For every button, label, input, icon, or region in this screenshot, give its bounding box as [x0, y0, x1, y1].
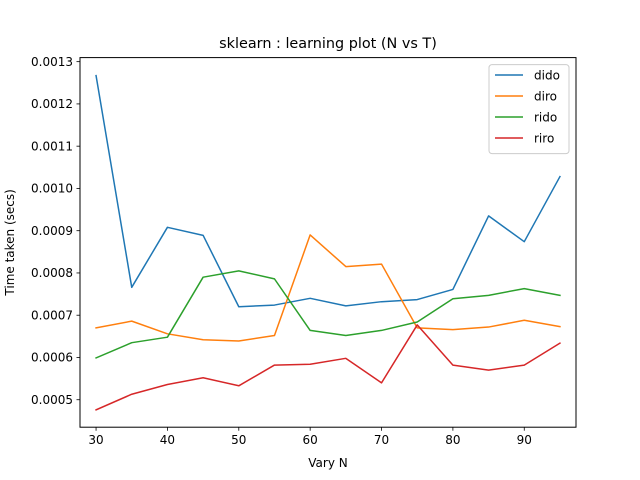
chart-title: sklearn : learning plot (N vs T)	[219, 36, 437, 52]
axes-frame	[79, 57, 577, 428]
series-line-riro	[95, 324, 561, 411]
x-tick-label: 30	[88, 433, 103, 447]
x-tick-label: 70	[374, 433, 389, 447]
series-line-dido	[95, 74, 561, 308]
x-axis-title: Vary N	[308, 456, 347, 470]
plot-area	[79, 57, 577, 428]
y-tick-label: 0.0005	[31, 393, 73, 407]
x-tick-label: 60	[303, 433, 318, 447]
y-axis-title: Time taken (secs)	[3, 189, 17, 296]
y-tick-label: 0.0012	[31, 97, 73, 111]
y-tick-label: 0.0011	[31, 139, 73, 153]
legend-label-riro: riro	[534, 131, 554, 145]
legend-label-diro: diro	[534, 89, 557, 103]
y-tick-label: 0.0006	[31, 351, 73, 365]
legend-label-dido: dido	[534, 68, 560, 82]
x-tick-label: 40	[160, 433, 175, 447]
y-axis-ticks: 0.0005 0.0006 0.0007 0.0008 0.0009 0.0010 0.00…	[31, 55, 80, 407]
x-axis-ticks: 30 40 50 60 70 80 90	[88, 427, 532, 447]
y-tick-label: 0.0007	[31, 308, 73, 322]
x-tick-label: 80	[445, 433, 460, 447]
y-tick-label: 0.0008	[31, 266, 73, 280]
series-layer	[95, 74, 561, 411]
y-tick-label: 0.0010	[31, 182, 73, 196]
y-tick-label: 0.0009	[31, 224, 73, 238]
x-tick-label: 50	[231, 433, 246, 447]
legend: dido diro rido riro	[488, 64, 570, 155]
y-tick-label: 0.0013	[31, 55, 73, 69]
series-line-diro	[95, 234, 561, 342]
x-tick-label: 90	[517, 433, 532, 447]
legend-box	[488, 64, 570, 155]
series-line-rido	[95, 270, 561, 359]
legend-label-rido: rido	[534, 110, 557, 124]
